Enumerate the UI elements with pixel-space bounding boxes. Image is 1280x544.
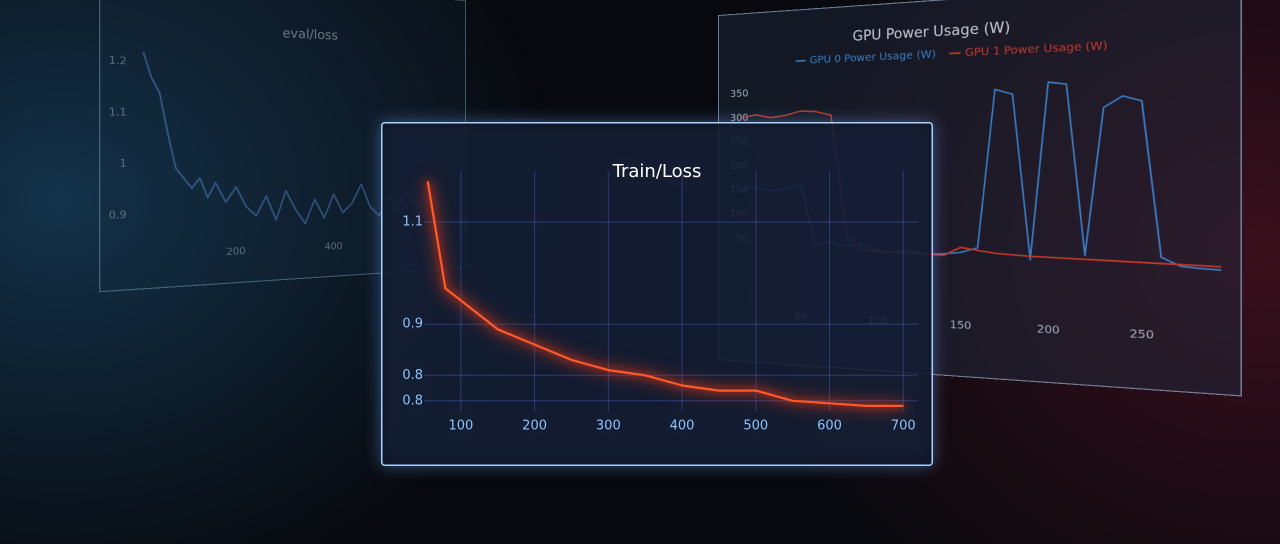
train-panel: 1.1 0.9 0.8 0.8 100 200 300 400 500 600 700 Train/L… <box>381 122 933 466</box>
y-tick-label: 0.8 <box>402 368 423 383</box>
y-tick-label: 1.2 <box>109 55 127 68</box>
y-tick-label: 1.1 <box>109 106 127 119</box>
x-tick-label: 100 <box>448 419 473 434</box>
x-tick-label: 250 <box>1130 328 1155 343</box>
y-tick-label: 0.8 <box>402 393 423 408</box>
x-tick-label: 150 <box>950 319 972 333</box>
x-tick-label: 400 <box>325 241 343 253</box>
data-line <box>426 181 904 407</box>
legend-swatch <box>949 53 960 54</box>
x-tick-label: 200 <box>1037 323 1060 337</box>
x-tick-label: 300 <box>596 419 621 434</box>
panel-frame <box>100 0 466 292</box>
chart-title: eval/loss <box>282 25 337 43</box>
eval-panel: 1.2 1.1 1 0.9 200 400 eval/loss <box>99 0 466 292</box>
panel-frame <box>381 122 933 466</box>
y-tick-label: 350 <box>730 88 748 100</box>
chart-title: Train/Loss <box>612 161 702 182</box>
x-tick-label: 200 <box>226 246 246 259</box>
y-tick-label: 0.9 <box>402 317 423 332</box>
x-tick-label: 400 <box>670 419 695 434</box>
y-tick-label: 300 <box>730 112 748 124</box>
y-tick-label: 0.9 <box>109 209 127 222</box>
x-tick-label: 600 <box>817 419 842 434</box>
y-tick-label: 1 <box>120 158 127 171</box>
legend-label: GPU 0 Power Usage (W) <box>810 49 936 67</box>
x-tick-label: 200 <box>522 419 547 434</box>
y-tick-label: 1.1 <box>402 215 423 230</box>
x-tick-label: 700 <box>891 419 916 434</box>
x-tick-label: 500 <box>743 419 768 434</box>
